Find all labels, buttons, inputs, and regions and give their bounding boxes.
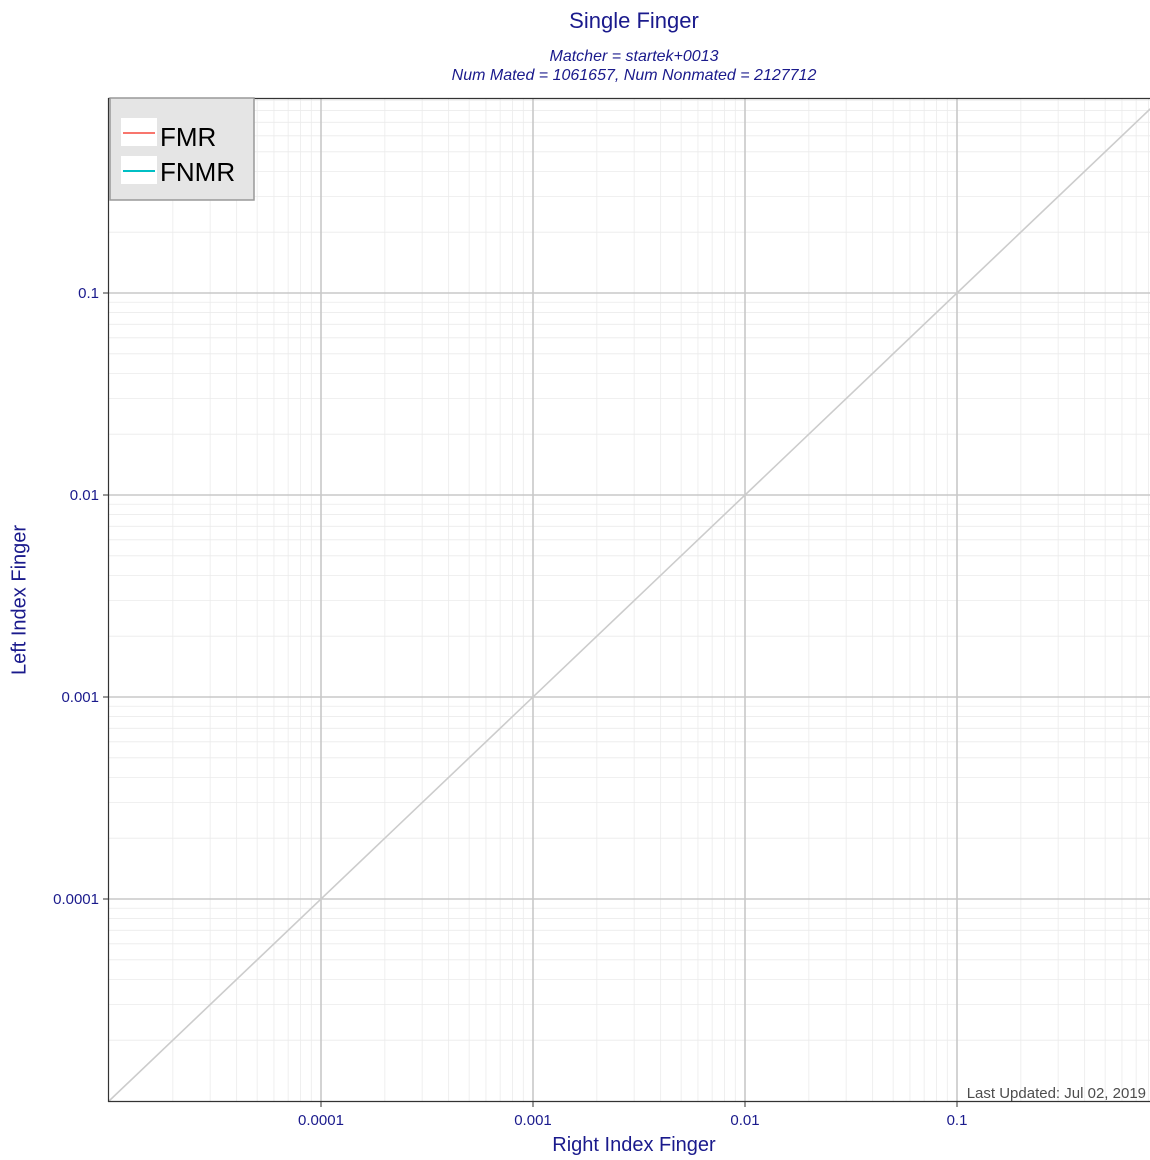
x-tick-label: 0.001 [514, 1112, 552, 1129]
y-tick-label: 0.1 [78, 285, 99, 302]
y-tick-label: 0.001 [61, 689, 99, 706]
chart-subtitle-line-2: Num Mated = 1061657, Num Nonmated = 2127… [451, 67, 817, 84]
x-tick-label: 0.01 [730, 1112, 759, 1129]
x-tick-label: 0.0001 [298, 1112, 344, 1129]
chart-title: Single Finger [569, 8, 699, 33]
x-axis-label: Right Index Finger [552, 1134, 716, 1156]
legend-label-fnmr: FNMR [160, 157, 235, 187]
major-gridlines [108, 98, 1150, 1102]
legend: FMR FNMR [109, 97, 255, 201]
x-axis-ticks: 0.0001 0.001 0.01 0.1 [298, 1102, 967, 1129]
minor-gridlines [108, 98, 1150, 1102]
chart-subtitle-line-1: Matcher = startek+0013 [549, 48, 719, 65]
y-tick-label: 0.0001 [53, 891, 99, 908]
y-axis-ticks: 0.0001 0.001 0.01 0.1 [53, 285, 108, 908]
y-tick-label: 0.01 [70, 487, 99, 504]
y-axis-label: Left Index Finger [8, 524, 31, 676]
x-tick-label: 0.1 [947, 1112, 968, 1129]
legend-label-fmr: FMR [160, 122, 216, 152]
reference-diagonal-line [108, 107, 1150, 1102]
last-updated-annotation: Last Updated: Jul 02, 2019 [967, 1085, 1146, 1102]
